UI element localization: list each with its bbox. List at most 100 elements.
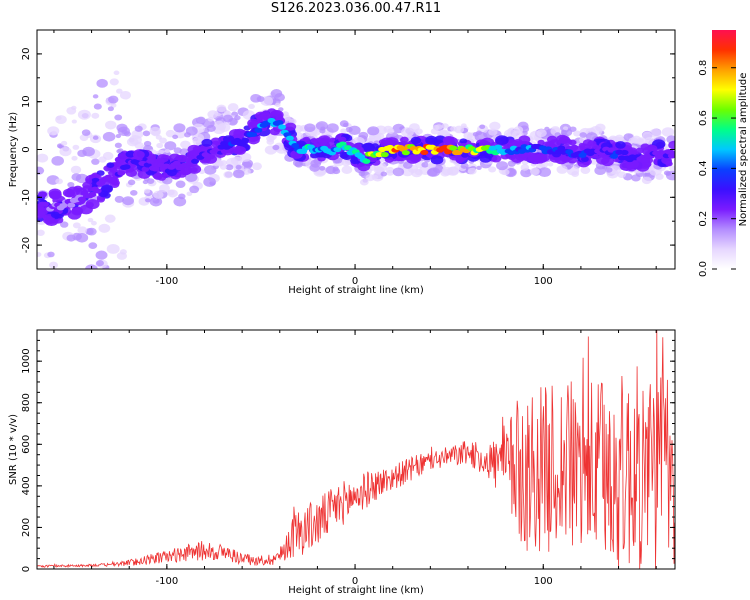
heatmap-cell: [175, 154, 183, 160]
heatmap-cell: [225, 164, 234, 171]
heatmap-cell: [568, 139, 577, 146]
heatmap-cell: [661, 127, 675, 137]
heatmap-cell: [95, 260, 104, 267]
heatmap-cell: [571, 171, 580, 178]
heatmap-cell: [454, 125, 465, 134]
heatmap-cell: [648, 144, 658, 152]
heatmap-cell: [178, 193, 186, 200]
heatmap-cell: [114, 114, 123, 121]
heatmap-cell: [122, 196, 134, 206]
heatmap-cell: [362, 158, 371, 164]
heatmap-cell: [249, 131, 258, 137]
colorbar-gradient: [712, 30, 736, 269]
heatmap-cell: [220, 160, 228, 166]
heatmap-cell: [256, 96, 265, 103]
heatmap-cell: [72, 222, 81, 229]
heatmap-cell: [333, 146, 342, 153]
heatmap-cell: [37, 153, 49, 163]
heatmap-cell: [338, 136, 347, 143]
heatmap-cell: [319, 165, 326, 171]
heatmap-cell: [39, 286, 52, 296]
heatmap-cell: [216, 104, 227, 113]
heatmap-cell: [501, 169, 510, 176]
heatmap-cell: [38, 191, 48, 198]
heatmap-cell: [71, 303, 78, 308]
heatmap-cell: [108, 95, 119, 104]
snr-ytick-label: 1000: [21, 348, 32, 373]
heatmap-cell: [115, 134, 122, 139]
spectrogram-xtick-label: 100: [534, 276, 553, 287]
heatmap-cell: [332, 168, 341, 175]
heatmap-cell: [72, 298, 83, 306]
heatmap-cell: [272, 144, 280, 151]
heatmap-cell: [119, 91, 131, 100]
heatmap-cell: [262, 110, 270, 116]
heatmap-cell: [55, 115, 67, 125]
heatmap-cell: [105, 120, 117, 130]
heatmap-cell: [173, 123, 186, 133]
heatmap-cell: [518, 135, 531, 144]
heatmap-cell: [488, 128, 498, 136]
heatmap-cell: [85, 202, 94, 209]
heatmap-cell: [380, 171, 388, 177]
heatmap-cell: [153, 172, 163, 180]
heatmap-cell: [461, 152, 469, 158]
heatmap-cell: [106, 162, 115, 168]
spectrogram-ylabel: Frequency (Hz): [8, 112, 19, 188]
heatmap-cell: [529, 167, 540, 176]
heatmap-cell: [410, 136, 422, 145]
heatmap-cell: [87, 217, 94, 223]
heatmap-cell: [84, 271, 92, 278]
heatmap-cell: [146, 178, 155, 184]
heatmap-cell: [93, 188, 102, 194]
heatmap-cell: [580, 166, 591, 174]
heatmap-cell: [401, 150, 410, 156]
heatmap-cell: [643, 161, 652, 168]
heatmap-cell: [196, 116, 206, 125]
heatmap-cell: [114, 142, 122, 149]
heatmap-cell: [400, 136, 409, 143]
heatmap-cell: [444, 149, 453, 155]
heatmap-cell: [359, 178, 369, 186]
spectrogram-ytick-label: 20: [21, 48, 32, 61]
heatmap-cell: [430, 128, 439, 135]
heatmap-cell: [156, 154, 169, 163]
heatmap-cell: [185, 126, 198, 136]
heatmap-cell: [274, 93, 285, 102]
heatmap-cell: [159, 184, 170, 193]
heatmap-cell: [49, 191, 61, 200]
colorbar-tick-label: 0.4: [698, 160, 709, 176]
heatmap-cell: [463, 131, 473, 140]
heatmap-cell: [367, 126, 380, 136]
heatmap-cell: [669, 165, 675, 172]
heatmap-cell: [223, 171, 233, 179]
heatmap-cell: [145, 198, 151, 203]
heatmap-cell: [556, 165, 568, 174]
heatmap-cell: [304, 123, 316, 133]
heatmap-cell: [496, 161, 509, 171]
heatmap-cell: [143, 188, 151, 194]
heatmap-cell: [185, 172, 198, 183]
heatmap-cell: [51, 155, 64, 166]
heatmap-cell: [441, 166, 453, 176]
heatmap-cell: [411, 168, 423, 178]
heatmap-cell: [93, 103, 102, 110]
heatmap-cell: [70, 165, 82, 174]
heatmap-cell: [155, 134, 162, 140]
heatmap-cell: [427, 167, 441, 177]
heatmap-cell: [77, 109, 91, 120]
snr-xlabel: Height of straight line (km): [288, 585, 424, 596]
heatmap-cell: [269, 128, 280, 136]
heatmap-cell: [239, 152, 252, 162]
heatmap-cell: [116, 88, 123, 94]
heatmap-cell: [460, 123, 467, 128]
heatmap-cell: [341, 165, 353, 175]
heatmap-cell: [557, 145, 566, 151]
heatmap-cell: [533, 154, 547, 164]
heatmap-cell: [122, 164, 131, 170]
heatmap-cell: [146, 153, 157, 160]
heatmap-cell: [116, 252, 127, 260]
snr-ytick-label: 200: [21, 518, 32, 537]
heatmap-cell: [537, 139, 545, 145]
